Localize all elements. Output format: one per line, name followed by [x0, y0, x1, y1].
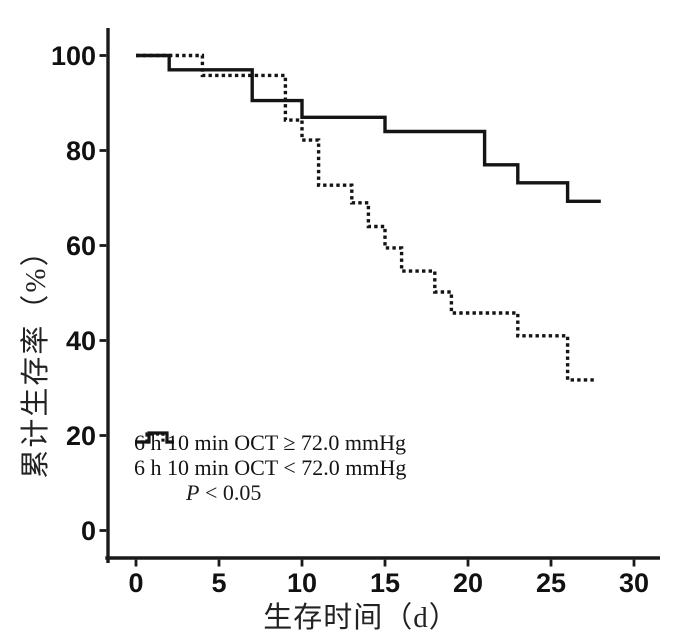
- legend-label-dotted: 6 h 10 min OCT < 72.0 mmHg: [134, 454, 407, 480]
- km-curve-solid: [136, 53, 601, 203]
- y-axis-label: 累计生存率（%）: [20, 235, 52, 479]
- y-tick-label: 20: [66, 421, 96, 451]
- y-tick-label: 0: [81, 516, 96, 546]
- x-tick-label: 20: [453, 568, 483, 598]
- p-value: P < 0.05: [134, 480, 406, 505]
- km-curve-dotted: [136, 53, 595, 382]
- y-tick-label: 100: [51, 41, 96, 71]
- y-tick-label: 60: [66, 231, 96, 261]
- y-tick-label: 80: [66, 136, 96, 166]
- x-tick-label: 25: [536, 568, 566, 598]
- y-tick-label: 40: [66, 326, 96, 356]
- legend-label-solid: 6 h 10 min OCT ≥ 72.0 mmHg: [134, 429, 407, 455]
- x-tick-label: 0: [128, 568, 143, 598]
- p-value-text: < 0.05: [199, 479, 262, 505]
- x-axis-label: 生存时间（d）: [263, 602, 459, 634]
- x-tick-label: 10: [287, 568, 317, 598]
- x-tick-label: 30: [619, 568, 649, 598]
- x-tick-label: 5: [211, 568, 226, 598]
- dotted-step-line-icon: [135, 432, 168, 444]
- legend-entry-dotted: 6 h 10 min OCT < 72.0 mmHg: [134, 432, 407, 480]
- legend: 6 h 10 min OCT ≥ 72.0 mmHg 6 h 10 min OC…: [134, 430, 406, 505]
- x-tick-label: 15: [370, 568, 400, 598]
- p-value-symbol: P: [186, 479, 200, 505]
